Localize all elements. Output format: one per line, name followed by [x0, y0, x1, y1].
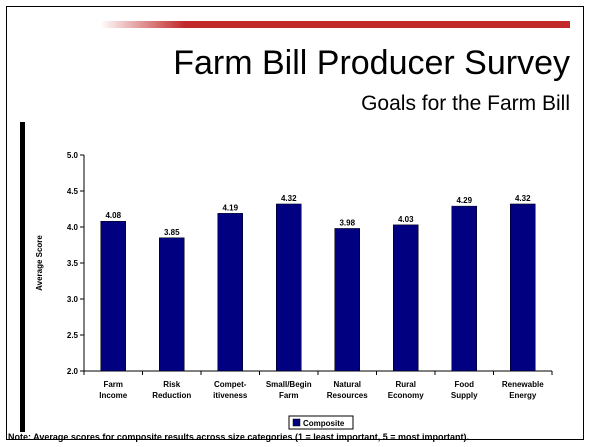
y-tick-label: 2.0: [67, 367, 79, 376]
y-tick-label: 4.5: [67, 187, 79, 196]
x-tick-label: Resources: [327, 391, 368, 400]
bar: [276, 203, 302, 372]
bar: [393, 224, 419, 372]
bar: [100, 220, 126, 372]
x-tick-label: Economy: [388, 391, 425, 400]
bar-value-label: 4.32: [515, 194, 531, 203]
legend-swatch: [292, 418, 301, 427]
y-tick-label: 4.0: [67, 223, 79, 232]
y-axis-title: Average Score: [35, 235, 44, 291]
y-tick-label: 2.5: [67, 331, 79, 340]
bar-value-label: 4.03: [398, 215, 414, 224]
title-accent-bar: [100, 21, 570, 28]
x-tick-label: Rural: [396, 380, 416, 389]
x-tick-label: Farm: [103, 380, 123, 389]
x-tick-label: Income: [99, 391, 128, 400]
x-tick-label: Natural: [333, 380, 361, 389]
y-tick-label: 5.0: [67, 151, 79, 160]
y-tick-label: 3.5: [67, 259, 79, 268]
slide-title: Farm Bill Producer Survey: [173, 44, 570, 82]
bar-value-label: 4.08: [105, 211, 121, 220]
bar-value-label: 4.29: [456, 196, 472, 205]
x-tick-label: Energy: [509, 391, 537, 400]
x-tick-label: itiveness: [213, 391, 248, 400]
x-tick-label: Small/Begin: [266, 380, 312, 389]
legend-box: [288, 415, 354, 430]
bar: [451, 205, 477, 372]
x-tick-label: Renewable: [502, 380, 544, 389]
legend-label: Composite: [303, 419, 345, 428]
footnote: Note: Average scores for composite resul…: [8, 432, 469, 442]
x-tick-label: Food: [454, 380, 474, 389]
bar-value-label: 4.32: [281, 194, 297, 203]
bar: [217, 213, 243, 372]
bar-value-label: 4.19: [222, 203, 238, 212]
slide-frame: [6, 6, 584, 440]
x-tick-label: Compet-: [214, 380, 247, 389]
bar: [334, 228, 360, 372]
x-tick-label: Reduction: [152, 391, 191, 400]
bar: [510, 203, 536, 372]
y-tick-label: 3.0: [67, 295, 79, 304]
bar-value-label: 3.85: [164, 228, 180, 237]
x-tick-label: Risk: [163, 380, 180, 389]
slide-subtitle: Goals for the Farm Bill: [361, 92, 570, 115]
x-tick-label: Farm: [279, 391, 299, 400]
x-tick-label: Supply: [451, 391, 478, 400]
side-accent-bar: [20, 122, 25, 432]
bar: [159, 237, 185, 372]
bar-value-label: 3.98: [339, 218, 355, 227]
